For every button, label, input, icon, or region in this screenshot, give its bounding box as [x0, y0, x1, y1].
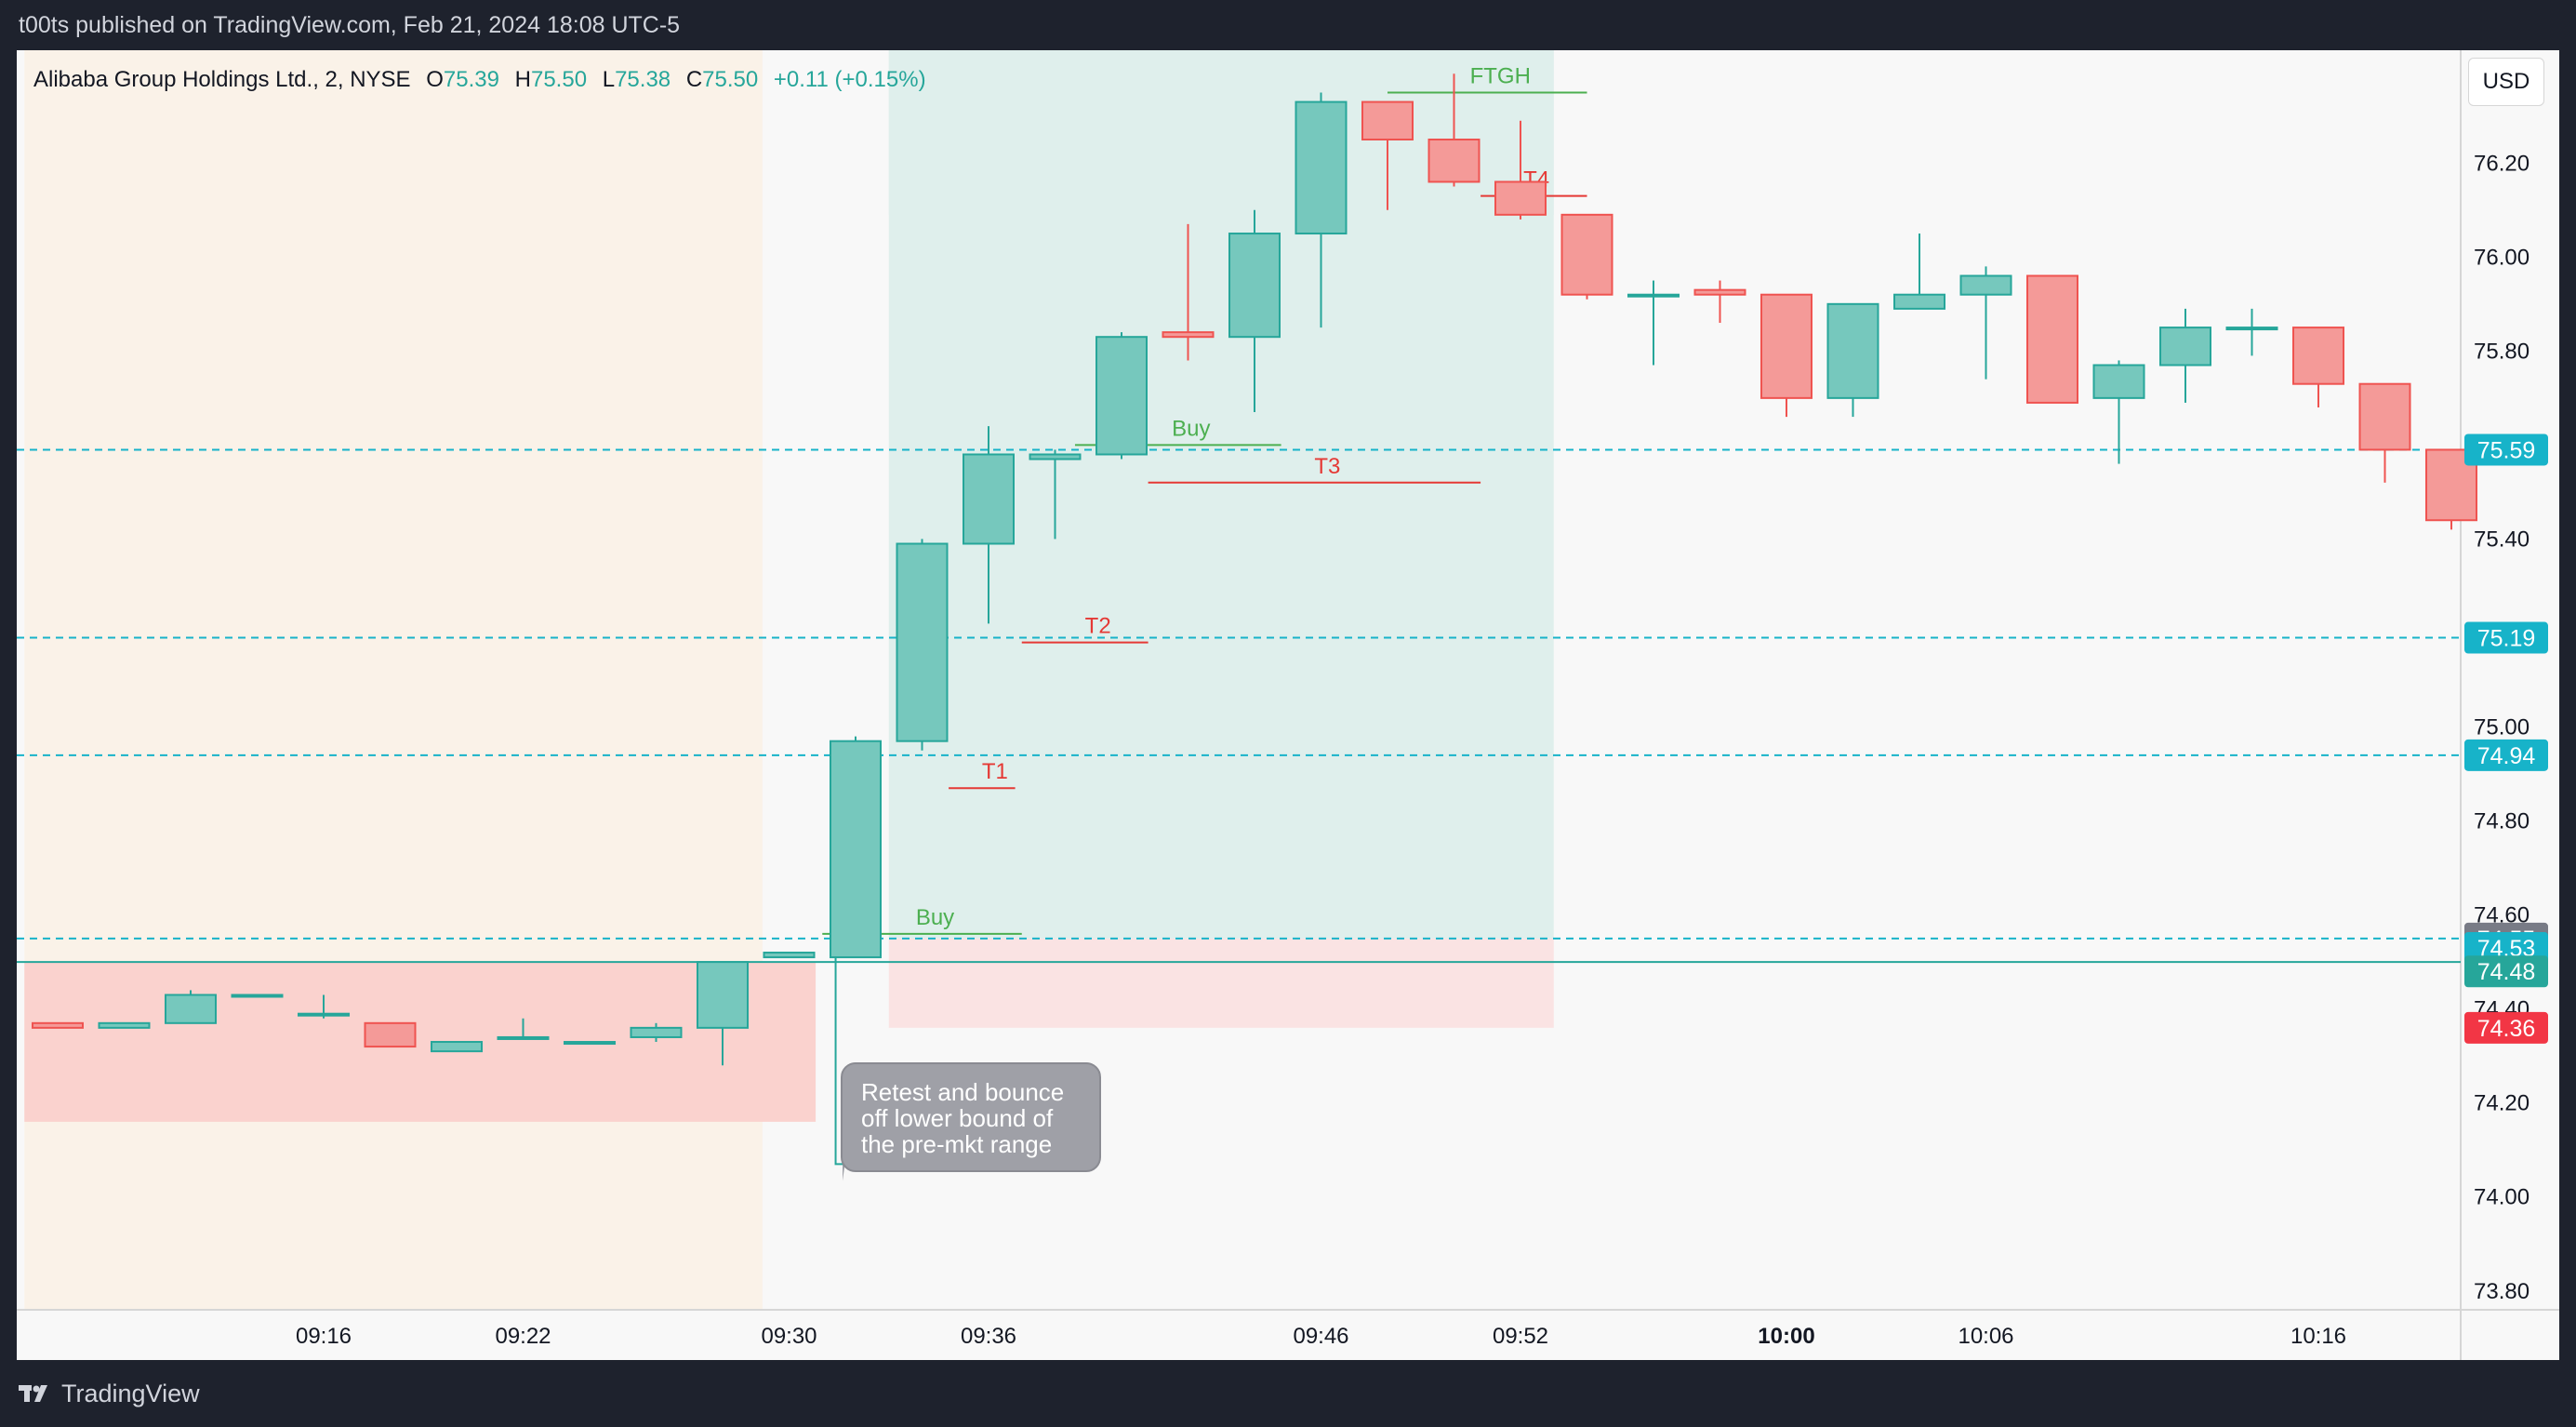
candle-body — [1361, 100, 1414, 140]
candle-body — [98, 1021, 151, 1029]
high-value: 75.50 — [530, 67, 588, 92]
candle-body — [231, 994, 284, 998]
premarket-range-zone — [24, 962, 817, 1122]
candle-body — [697, 961, 749, 1029]
candle-body — [1494, 180, 1547, 216]
candle-body — [1560, 213, 1613, 296]
candle-body — [497, 1035, 550, 1040]
candle-body — [763, 952, 816, 959]
candle-body — [630, 1026, 683, 1038]
x-tick-label: 10:00 — [1758, 1324, 1814, 1349]
candle-body — [1627, 293, 1680, 298]
candle-body — [298, 1012, 350, 1017]
candle-body — [1760, 293, 1812, 399]
price-tag — [2464, 1011, 2548, 1044]
y-tick-label: 74.80 — [2474, 809, 2530, 834]
high-label: H — [514, 67, 531, 92]
candle-body — [1693, 288, 1746, 296]
x-tick-label: 09:22 — [495, 1324, 551, 1349]
target-label: T2 — [1085, 614, 1111, 639]
candle-body — [1427, 138, 1481, 183]
candle-body — [165, 994, 217, 1024]
chart-area[interactable]: Buy Buy T1 T2 T3 T4 FTGH 73.80 74.00 74.20 74.40 74… — [17, 50, 2559, 1360]
ohlc-legend: Alibaba Group Holdings Ltd., 2, NYSE O75… — [33, 67, 926, 93]
candle-body — [1228, 233, 1281, 339]
price-tag-label: 74.94 — [2477, 743, 2536, 769]
price-tag — [2464, 433, 2548, 466]
candle-body — [2026, 274, 2078, 404]
brand-label: TradingView — [61, 1379, 200, 1407]
price-tag — [2464, 955, 2548, 988]
x-tick-label: 09:16 — [296, 1324, 352, 1349]
candle-body — [364, 1021, 417, 1048]
candle-body — [2092, 364, 2145, 399]
y-tick-label: 76.00 — [2474, 245, 2530, 270]
y-tick-label: 76.20 — [2474, 151, 2530, 176]
candle-body — [830, 740, 882, 959]
candle-body — [1826, 302, 1879, 399]
stop-zone-zone — [888, 938, 1554, 1028]
price-tag — [2464, 621, 2548, 654]
low-label: L — [602, 67, 616, 92]
x-tick-label: 10:06 — [1958, 1324, 2013, 1349]
candle-body — [2225, 327, 2278, 331]
candle-body — [1893, 293, 1945, 310]
candlestick-chart[interactable]: BuyBuyT1T2T3T4FTGH73.8074.0074.2074.4074… — [17, 50, 2559, 1360]
symbol-title: Alibaba Group Holdings Ltd., 2, NYSE — [33, 67, 411, 92]
target-zone-top-zone — [888, 50, 1554, 215]
publisher-bar: t00ts published on TradingView.com, Feb … — [0, 0, 2576, 50]
candle-body — [32, 1021, 84, 1029]
candle-body — [1162, 331, 1215, 339]
y-tick-label: 75.40 — [2474, 527, 2530, 552]
price-tag-label: 75.19 — [2477, 626, 2536, 652]
close-label: C — [685, 67, 703, 92]
candle-body — [896, 542, 949, 742]
buy-label: Buy — [1172, 416, 1210, 441]
candle-body — [1029, 453, 1082, 460]
note-line: the pre-mkt range — [861, 1130, 1053, 1158]
open-value: 75.39 — [443, 67, 499, 92]
y-tick-label: 73.80 — [2474, 1279, 2530, 1304]
target-label: T1 — [982, 759, 1008, 784]
candle-body — [1295, 100, 1348, 235]
x-tick-label: 09:30 — [761, 1324, 817, 1349]
price-tag-label: 74.36 — [2477, 1016, 2536, 1042]
open-label: O — [426, 67, 444, 92]
footer-bar: TradingView — [0, 1360, 2576, 1427]
price-tag — [2464, 739, 2548, 771]
x-tick-label: 10:16 — [2291, 1324, 2346, 1349]
buy-label: Buy — [916, 905, 954, 930]
note-line: off lower bound of — [861, 1104, 1054, 1132]
candle-body — [431, 1041, 483, 1053]
target-label: T3 — [1314, 454, 1340, 479]
x-tick-label: 09:46 — [1293, 1324, 1348, 1349]
candle-body — [1095, 336, 1148, 456]
y-tick-label: 75.00 — [2474, 715, 2530, 740]
currency-button[interactable]: USD — [2468, 58, 2544, 106]
y-tick-label: 74.00 — [2474, 1185, 2530, 1210]
candle-body — [564, 1041, 616, 1046]
tradingview-brand-link[interactable]: TradingView — [19, 1380, 200, 1408]
candle-body — [2292, 327, 2344, 385]
tradingview-logo-icon — [19, 1383, 52, 1404]
x-tick-label: 09:36 — [961, 1324, 1016, 1349]
price-tag-label: 74.48 — [2477, 959, 2536, 985]
y-tick-label: 75.80 — [2474, 339, 2530, 364]
buy-label: FTGH — [1470, 63, 1531, 88]
candle-body — [1959, 274, 2012, 296]
candle-body — [963, 453, 1015, 545]
price-tag-label: 75.59 — [2477, 437, 2536, 463]
candle-body — [2159, 327, 2211, 367]
close-value: 75.50 — [702, 67, 759, 92]
x-tick-label: 09:52 — [1493, 1324, 1548, 1349]
change-value: +0.11 (+0.15%) — [773, 67, 926, 92]
publisher-text: t00ts published on TradingView.com, Feb … — [19, 11, 681, 38]
annotation-note[interactable]: Retest and bounce off lower bound of the… — [841, 1062, 1101, 1172]
y-tick-label: 74.20 — [2474, 1091, 2530, 1116]
note-line: Retest and bounce — [861, 1078, 1065, 1106]
candle-body — [2358, 382, 2411, 451]
low-value: 75.38 — [615, 67, 671, 92]
